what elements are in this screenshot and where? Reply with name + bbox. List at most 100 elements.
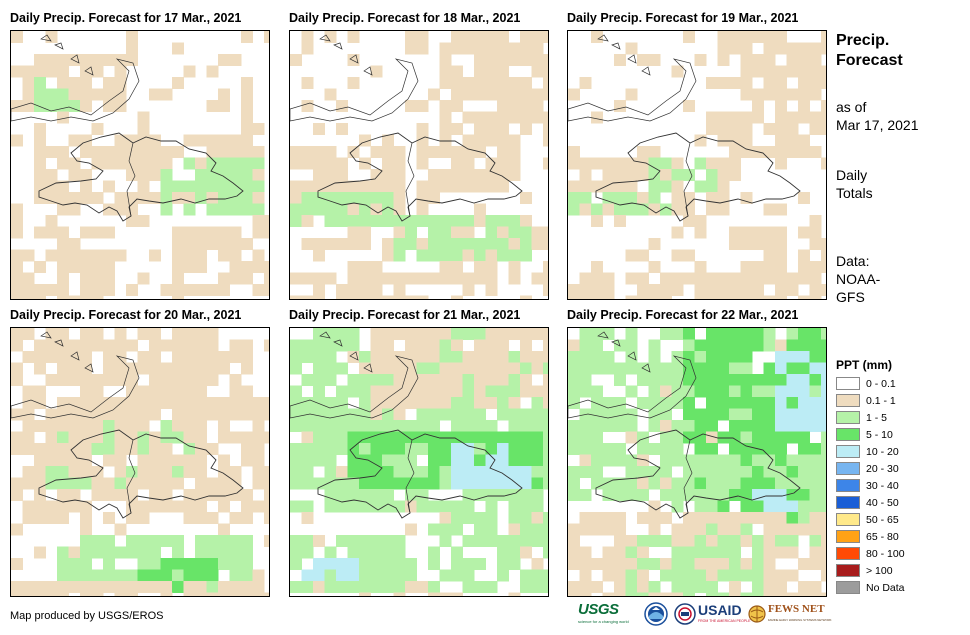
legend-swatch — [836, 513, 860, 526]
side-title-line2: Forecast — [836, 52, 903, 69]
hispaniola-outline — [317, 429, 523, 519]
credit-text: Map produced by USGS/EROS — [10, 610, 164, 622]
legend-item: 30 - 40 — [836, 478, 899, 493]
coastline-outline — [319, 331, 373, 373]
country-border — [126, 439, 136, 514]
precip-grid — [290, 328, 548, 596]
forecast-map-6 — [567, 327, 827, 597]
coastline-outline — [290, 58, 419, 122]
precip-grid — [290, 31, 548, 299]
legend-swatch — [836, 496, 860, 509]
country-border — [405, 142, 415, 217]
forecast-map-4 — [10, 327, 270, 597]
precip-grid — [568, 328, 826, 596]
hispaniola-outline — [595, 132, 801, 222]
legend-label: 80 - 100 — [866, 547, 905, 560]
legend-swatch — [836, 479, 860, 492]
legend-swatch — [836, 581, 860, 594]
legend-label: 10 - 20 — [866, 445, 899, 458]
hispaniola-outline — [595, 429, 801, 519]
legend-label: 5 - 10 — [866, 428, 893, 441]
logo-strip: USGS science for a changing world USAID … — [578, 601, 832, 627]
data-source-text: Data: NOAA- GFS — [836, 252, 956, 306]
usgs-logo-text: USGS — [578, 601, 619, 618]
forecast-map-3 — [567, 30, 827, 300]
coastline-outline — [568, 58, 697, 122]
legend-swatch — [836, 445, 860, 458]
legend-label: No Data — [866, 581, 905, 594]
as-of-line1: as of — [836, 99, 867, 115]
legend-swatch — [836, 530, 860, 543]
legend-label: 1 - 5 — [866, 411, 888, 424]
coastline-outline — [597, 331, 651, 373]
as-of-date: Mar 17, 2021 — [836, 117, 919, 133]
legend-swatch — [836, 394, 860, 407]
country-border — [126, 142, 136, 217]
fewsnet-globe-icon — [748, 601, 768, 627]
legend-item: 10 - 20 — [836, 444, 899, 459]
panel-title-1: Daily Precip. Forecast for 17 Mar., 2021 — [10, 11, 242, 25]
coastline-outline — [40, 34, 94, 76]
country-border — [405, 439, 415, 514]
legend-item: 20 - 30 — [836, 461, 899, 476]
legend-item: 40 - 50 — [836, 495, 899, 510]
legend-swatch — [836, 411, 860, 424]
legend-item: > 100 — [836, 563, 893, 578]
legend-item: 0 - 0.1 — [836, 376, 896, 391]
hispaniola-outline — [317, 132, 523, 222]
data-line1: Data: — [836, 253, 870, 269]
precip-grid — [11, 31, 269, 299]
coastline-outline — [11, 58, 140, 122]
legend-title: PPT (mm) — [836, 358, 893, 372]
legend-swatch — [836, 547, 860, 560]
legend-label: 65 - 80 — [866, 530, 899, 543]
panel-title-6: Daily Precip. Forecast for 22 Mar., 2021 — [567, 308, 799, 322]
daily-line1: Daily — [836, 167, 868, 183]
legend-item: No Data — [836, 580, 905, 595]
coastline-outline — [40, 331, 94, 373]
legend-label: 30 - 40 — [866, 479, 899, 492]
usaid-seal-icon — [674, 601, 698, 627]
usgs-tagline: science for a changing world — [578, 619, 629, 624]
usgs-logo: USGS science for a changing world — [578, 601, 640, 627]
panel-title-5: Daily Precip. Forecast for 21 Mar., 2021 — [289, 308, 521, 322]
fewsnet-logo: FEWS NET FAMINE EARLY WARNING SYSTEMS NE… — [768, 601, 832, 627]
coastline-outline — [568, 355, 697, 419]
country-border — [683, 142, 693, 217]
daily-totals-text: Daily Totals — [836, 166, 956, 202]
legend-swatch — [836, 462, 860, 475]
legend-item: 80 - 100 — [836, 546, 905, 561]
side-title-line1: Precip. — [836, 32, 890, 49]
as-of-text: as of Mar 17, 2021 — [836, 98, 956, 134]
legend-label: 0.1 - 1 — [866, 394, 896, 407]
hispaniola-outline — [38, 429, 244, 519]
legend-label: > 100 — [866, 564, 893, 577]
usaid-logo: USAID FROM THE AMERICAN PEOPLE — [698, 601, 750, 627]
daily-line2: Totals — [836, 185, 873, 201]
data-line2: NOAA- — [836, 271, 881, 287]
side-title: Precip. Forecast — [836, 31, 956, 71]
precip-grid — [568, 31, 826, 299]
legend-label: 40 - 50 — [866, 496, 899, 509]
legend-swatch — [836, 377, 860, 390]
coastline-outline — [290, 355, 419, 419]
legend-item: 0.1 - 1 — [836, 393, 896, 408]
forecast-map-1 — [10, 30, 270, 300]
coastline-outline — [319, 34, 373, 76]
legend-swatch — [836, 564, 860, 577]
legend-item: 1 - 5 — [836, 410, 887, 425]
noaa-logo-icon — [644, 601, 670, 627]
legend-label: 0 - 0.1 — [866, 377, 896, 390]
data-line3: GFS — [836, 289, 865, 305]
coastline-outline — [597, 34, 651, 76]
legend-item: 65 - 80 — [836, 529, 899, 544]
panel-title-2: Daily Precip. Forecast for 18 Mar., 2021 — [289, 11, 521, 25]
country-border — [683, 439, 693, 514]
usaid-logo-text: USAID — [698, 602, 742, 618]
legend-label: 50 - 65 — [866, 513, 899, 526]
usaid-tagline: FROM THE AMERICAN PEOPLE — [698, 619, 751, 623]
hispaniola-outline — [38, 132, 244, 222]
legend-swatch — [836, 428, 860, 441]
forecast-map-5 — [289, 327, 549, 597]
fewsnet-logo-text: FEWS NET — [768, 603, 825, 615]
